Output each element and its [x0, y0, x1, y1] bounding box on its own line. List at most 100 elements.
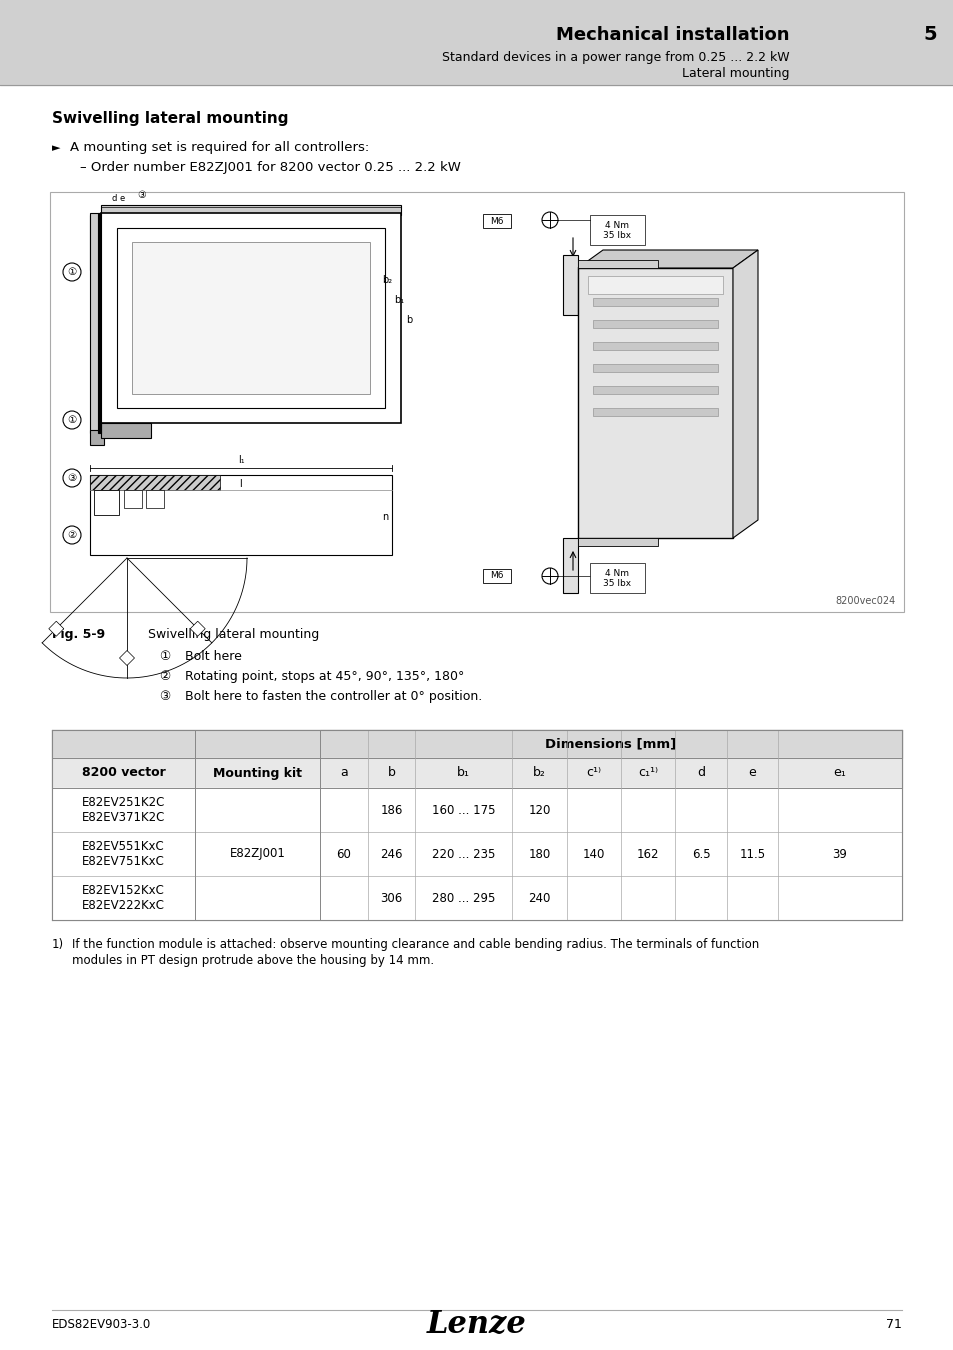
Text: b₁: b₁ — [456, 767, 470, 779]
Text: Lateral mounting: Lateral mounting — [681, 66, 789, 80]
Text: E82EV551KxC
E82EV751KxC: E82EV551KxC E82EV751KxC — [82, 840, 165, 868]
Text: 180: 180 — [528, 848, 550, 860]
Bar — [578, 539, 658, 545]
Polygon shape — [49, 621, 64, 636]
Text: 60: 60 — [336, 848, 351, 860]
Text: e: e — [119, 194, 125, 202]
Bar — [90, 431, 104, 446]
Text: ►: ► — [52, 143, 60, 153]
Text: 6.5: 6.5 — [691, 848, 710, 860]
Bar — [0, 0, 953, 85]
Text: b: b — [387, 767, 395, 779]
Text: Bolt here to fasten the controller at 0° position.: Bolt here to fasten the controller at 0°… — [185, 690, 482, 703]
Text: b₁: b₁ — [394, 296, 404, 305]
Text: Rotating point, stops at 45°, 90°, 135°, 180°: Rotating point, stops at 45°, 90°, 135°,… — [185, 670, 464, 683]
Bar — [589, 563, 644, 593]
Circle shape — [63, 526, 81, 544]
Text: 71: 71 — [885, 1319, 901, 1331]
Bar — [117, 228, 385, 408]
Text: 35 lbx: 35 lbx — [602, 579, 630, 589]
Text: e: e — [748, 767, 756, 779]
Text: 39: 39 — [832, 848, 846, 860]
Bar — [132, 242, 370, 394]
Text: ②: ② — [68, 531, 76, 540]
Text: b₂: b₂ — [381, 275, 392, 285]
Bar — [587, 275, 722, 294]
Polygon shape — [732, 250, 758, 539]
Text: 140: 140 — [582, 848, 604, 860]
Text: 4 Nm: 4 Nm — [604, 568, 628, 578]
Text: M6: M6 — [490, 571, 503, 580]
Text: e₁: e₁ — [833, 767, 845, 779]
Text: Bolt here: Bolt here — [185, 649, 242, 663]
Bar — [52, 757, 901, 788]
Text: c¹⁾: c¹⁾ — [586, 767, 601, 779]
Text: EDS82EV903-3.0: EDS82EV903-3.0 — [52, 1319, 152, 1331]
Text: l₁: l₁ — [237, 455, 244, 464]
Bar — [593, 408, 718, 416]
Text: 240: 240 — [528, 891, 550, 904]
Polygon shape — [578, 250, 758, 269]
Bar — [90, 215, 98, 270]
Text: 8200vec024: 8200vec024 — [835, 595, 895, 606]
Circle shape — [541, 568, 558, 585]
Text: ②: ② — [159, 670, 171, 683]
Text: 8200 vector: 8200 vector — [82, 767, 165, 779]
Bar — [50, 192, 903, 612]
Text: 120: 120 — [528, 803, 550, 817]
Text: 1): 1) — [52, 938, 64, 950]
Bar — [578, 261, 658, 269]
Text: Standard devices in a power range from 0.25 ... 2.2 kW: Standard devices in a power range from 0… — [442, 50, 789, 63]
Bar — [52, 876, 901, 919]
Bar — [94, 490, 119, 514]
Text: 4 Nm: 4 Nm — [604, 220, 628, 230]
Text: – Order number E82ZJ001 for 8200 vector 0.25 ... 2.2 kW: – Order number E82ZJ001 for 8200 vector … — [80, 162, 460, 174]
Text: 246: 246 — [380, 848, 402, 860]
Text: 280 ... 295: 280 ... 295 — [432, 891, 495, 904]
Bar — [52, 730, 901, 919]
Bar — [101, 213, 400, 423]
Text: Mounting kit: Mounting kit — [213, 767, 302, 779]
Text: 162: 162 — [636, 848, 659, 860]
Bar — [562, 539, 578, 593]
Text: d: d — [697, 767, 704, 779]
Bar — [90, 213, 101, 433]
Circle shape — [63, 410, 81, 429]
Bar — [593, 298, 718, 306]
Text: l: l — [239, 479, 242, 489]
Text: E82EV251K2C
E82EV371K2C: E82EV251K2C E82EV371K2C — [82, 796, 165, 824]
Bar — [101, 205, 400, 215]
Text: ①: ① — [159, 649, 171, 663]
Text: c₁¹⁾: c₁¹⁾ — [638, 767, 658, 779]
Polygon shape — [190, 621, 205, 636]
Text: ③: ③ — [137, 190, 146, 200]
Polygon shape — [119, 651, 134, 666]
Text: M6: M6 — [490, 216, 503, 225]
Text: Fig. 5-9: Fig. 5-9 — [52, 628, 105, 641]
Text: Swivelling lateral mounting: Swivelling lateral mounting — [52, 111, 288, 126]
Bar — [146, 490, 164, 508]
Bar — [482, 215, 511, 228]
Circle shape — [63, 468, 81, 487]
Bar — [52, 832, 901, 876]
Text: a: a — [340, 767, 348, 779]
Text: ①: ① — [68, 267, 76, 277]
Bar — [593, 342, 718, 350]
Text: b₂: b₂ — [533, 767, 545, 779]
Bar — [593, 364, 718, 373]
Text: E82EV152KxC
E82EV222KxC: E82EV152KxC E82EV222KxC — [82, 884, 165, 913]
Text: 160 ... 175: 160 ... 175 — [432, 803, 495, 817]
Text: ③: ③ — [159, 690, 171, 703]
Bar — [589, 215, 644, 244]
Text: 306: 306 — [380, 891, 402, 904]
Bar — [562, 255, 578, 315]
Text: 35 lbx: 35 lbx — [602, 231, 630, 240]
Text: Mechanical installation: Mechanical installation — [556, 26, 789, 45]
Bar — [52, 730, 901, 757]
Bar — [101, 423, 151, 437]
Bar — [593, 386, 718, 394]
Bar — [482, 568, 511, 583]
Circle shape — [541, 212, 558, 228]
Bar — [98, 213, 101, 433]
Text: modules in PT design protrude above the housing by 14 mm.: modules in PT design protrude above the … — [71, 954, 434, 967]
